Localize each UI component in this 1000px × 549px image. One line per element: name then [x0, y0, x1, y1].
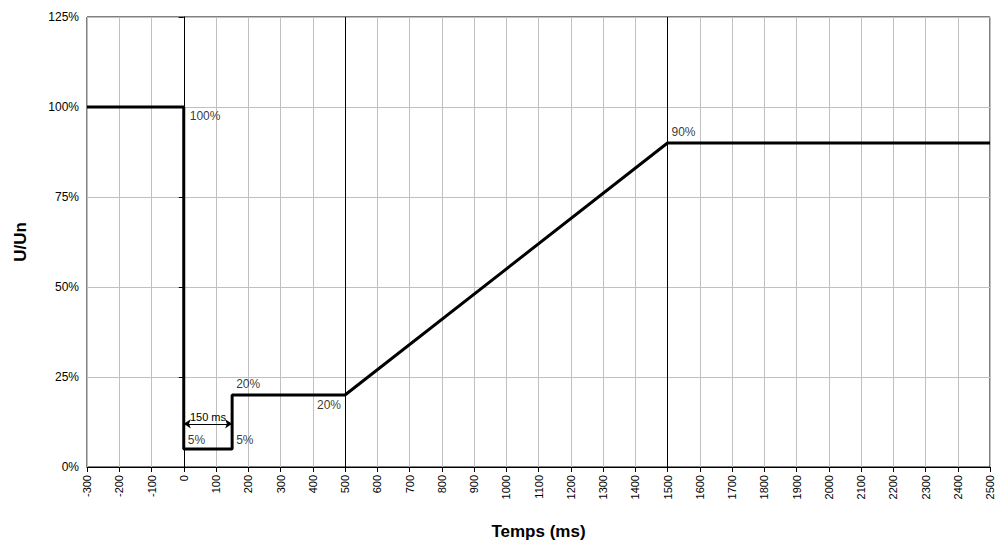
svg-text:1700: 1700	[726, 475, 738, 499]
svg-text:400: 400	[307, 475, 319, 493]
svg-text:125%: 125%	[48, 10, 79, 24]
svg-text:1200: 1200	[565, 475, 577, 499]
svg-text:2000: 2000	[823, 475, 835, 499]
svg-text:1100: 1100	[533, 475, 545, 499]
svg-text:-200: -200	[113, 475, 125, 497]
svg-text:600: 600	[371, 475, 383, 493]
svg-text:2500: 2500	[984, 475, 996, 499]
svg-text:2100: 2100	[855, 475, 867, 499]
svg-text:100%: 100%	[48, 100, 79, 114]
svg-text:25%: 25%	[55, 370, 79, 384]
svg-text:500: 500	[339, 475, 351, 493]
svg-text:90%: 90%	[672, 125, 696, 139]
svg-text:U/Un: U/Un	[11, 222, 30, 262]
svg-text:5%: 5%	[188, 433, 206, 447]
svg-text:1500: 1500	[662, 475, 674, 499]
svg-text:2400: 2400	[952, 475, 964, 499]
svg-text:100%: 100%	[190, 109, 221, 123]
svg-text:20%: 20%	[236, 377, 260, 391]
svg-text:Temps (ms): Temps (ms)	[491, 522, 585, 541]
svg-text:1900: 1900	[791, 475, 803, 499]
svg-text:700: 700	[404, 475, 416, 493]
svg-text:1300: 1300	[597, 475, 609, 499]
svg-text:800: 800	[436, 475, 448, 493]
svg-text:2300: 2300	[920, 475, 932, 499]
svg-text:0: 0	[178, 475, 190, 481]
svg-text:20%: 20%	[317, 398, 341, 412]
svg-text:-100: -100	[146, 475, 158, 497]
svg-text:900: 900	[468, 475, 480, 493]
svg-text:1000: 1000	[500, 475, 512, 499]
svg-text:1600: 1600	[694, 475, 706, 499]
svg-text:50%: 50%	[55, 280, 79, 294]
svg-text:75%: 75%	[55, 190, 79, 204]
svg-text:0%: 0%	[62, 460, 80, 474]
svg-text:150 ms: 150 ms	[190, 411, 227, 423]
svg-text:1800: 1800	[758, 475, 770, 499]
svg-text:100: 100	[210, 475, 222, 493]
svg-text:-300: -300	[81, 475, 93, 497]
svg-text:1400: 1400	[629, 475, 641, 499]
svg-text:300: 300	[275, 475, 287, 493]
svg-text:200: 200	[242, 475, 254, 493]
svg-text:5%: 5%	[236, 433, 254, 447]
svg-text:2200: 2200	[887, 475, 899, 499]
